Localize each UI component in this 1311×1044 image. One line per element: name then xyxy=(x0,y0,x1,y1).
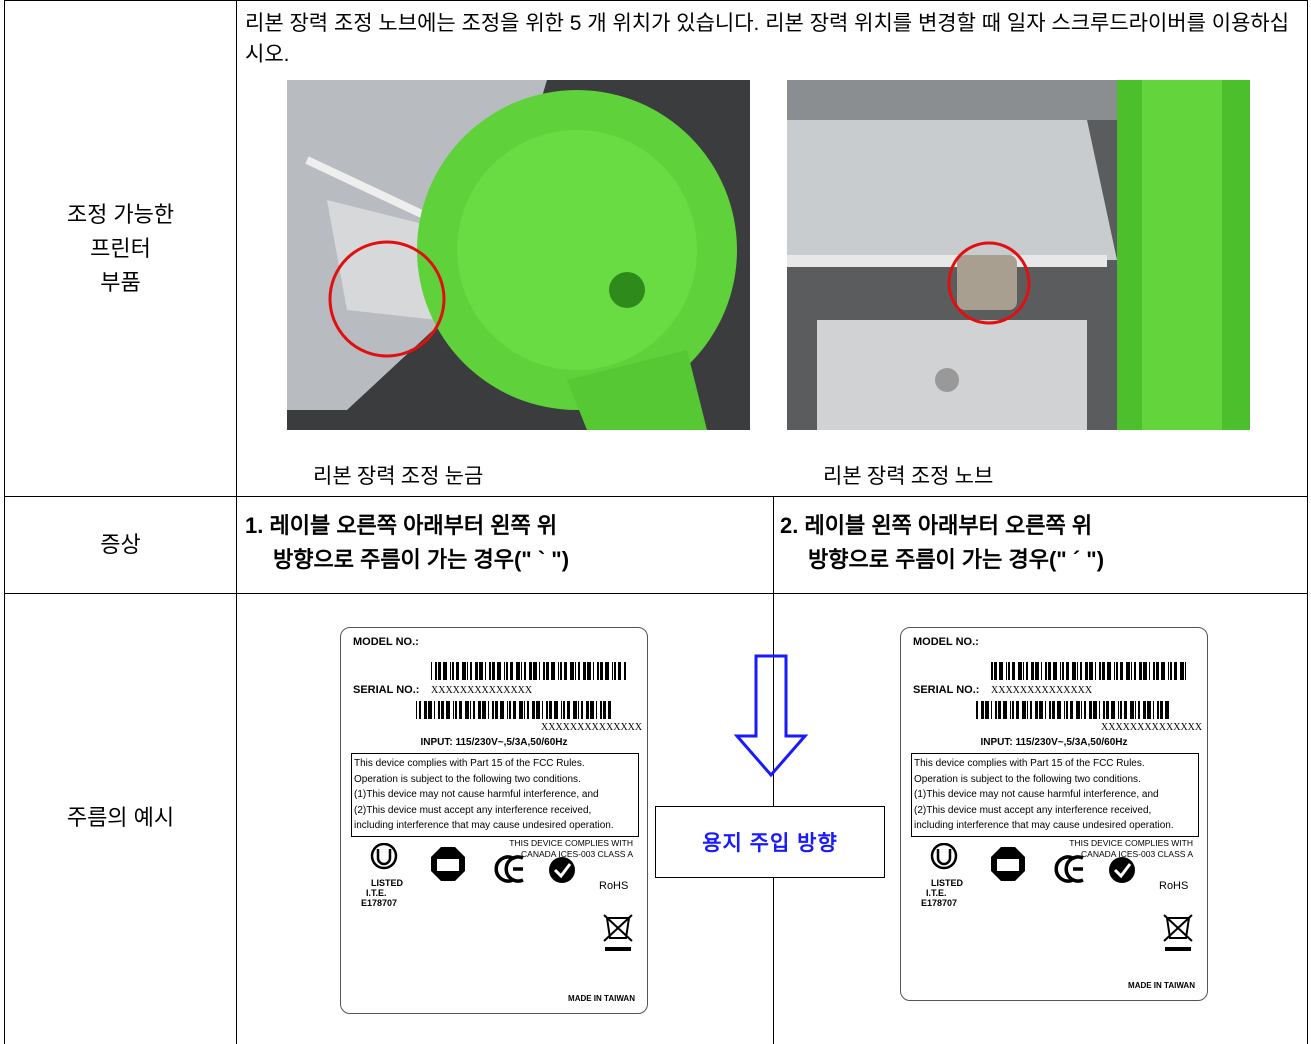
label-text: MODEL NO.: xyxy=(913,636,979,648)
case-text: 레이블 오른쪽 아래부터 왼쪽 위 xyxy=(269,513,558,538)
case-number: 2. xyxy=(780,513,799,538)
barcode xyxy=(991,662,1186,680)
label-text: SERIAL NO.: xyxy=(913,684,980,696)
row-header: 증상 xyxy=(100,532,141,557)
label-text: (2)This device must accept any interfere… xyxy=(354,804,592,816)
label-text: MODEL NO.: xyxy=(353,636,419,648)
label-text: XXXXXXXXXXXXXX xyxy=(431,685,533,696)
border xyxy=(236,0,237,1044)
label-text: (1)This device may not cause harmful int… xyxy=(354,789,599,800)
label-text: XXXXXXXXXXXXXX xyxy=(541,722,643,733)
label-text: (1)This device may not cause harmful int… xyxy=(914,789,1159,800)
label-text: THIS DEVICE COMPLIES WITH xyxy=(509,838,633,848)
border xyxy=(4,496,1307,497)
border xyxy=(4,593,1307,594)
caption: 리본 장력 조정 눈금 xyxy=(313,464,484,488)
label-text: (2)This device must accept any interfere… xyxy=(914,804,1152,816)
label-text: LISTED xyxy=(931,878,964,888)
label-text: CANADA ICES-003 CLASS A xyxy=(1081,849,1193,859)
photo xyxy=(287,80,750,430)
header-line: 조정 가능한 xyxy=(66,202,175,227)
label-text: including interference that may cause un… xyxy=(914,820,1174,831)
label-text: I.T.E. xyxy=(366,888,387,898)
border xyxy=(4,0,5,1044)
fcc-box: This device complies with Part 15 of the… xyxy=(351,753,639,837)
label-text: INPUT: 115/230V~,5/3A,50/60Hz xyxy=(420,737,568,748)
photo xyxy=(787,80,1250,430)
border xyxy=(1307,0,1308,1044)
barcode xyxy=(976,701,1169,719)
description: 리본 장력 조정 노브에는 조정을 위한 5 개 위치가 있습니다. 리본 장력… xyxy=(245,12,1290,66)
caption: 리본 장력 조정 노브 xyxy=(823,464,994,488)
label-text: Operation is subject to the following tw… xyxy=(914,773,1141,785)
label-text: Operation is subject to the following tw… xyxy=(354,773,581,785)
label-text: RoHS xyxy=(599,880,629,892)
label-text: CANADA ICES-003 CLASS A xyxy=(521,849,633,859)
label-sample: MODEL NO.: SERIAL NO.: XXXXXXXXXXXXXX XXXXX… xyxy=(900,627,1208,1001)
fcc-box: This device complies with Part 15 of the… xyxy=(911,753,1199,837)
case-number: 1. xyxy=(245,513,264,538)
header-line: 프린터 xyxy=(90,236,151,261)
label-text: E178707 xyxy=(361,898,398,908)
label-text: INPUT: 115/230V~,5/3A,50/60Hz xyxy=(980,737,1128,748)
label-text: E178707 xyxy=(921,898,958,908)
label-text: I.T.E. xyxy=(926,888,947,898)
case-line: 방향으로 주름이 가는 경우(" ´ ") xyxy=(808,547,1105,572)
border xyxy=(4,0,1307,1)
label-text: including interference that may cause un… xyxy=(354,820,614,831)
header-line: 부품 xyxy=(100,270,141,295)
label-text: This device complies with Part 15 of the… xyxy=(914,758,1145,769)
label-sample: MODEL NO.: SERIAL NO.: XXXXXXXXXXXXXX XXXXX… xyxy=(340,627,648,1014)
label-text: MADE IN TAIWAN xyxy=(1128,981,1195,990)
case-line: 1. 레이블 오른쪽 아래부터 왼쪽 위 xyxy=(245,509,569,543)
arrow xyxy=(734,654,808,778)
case-line: 방향으로 주름이 가는 경우(" ` ") xyxy=(273,547,570,572)
label-text: This device complies with Part 15 of the… xyxy=(354,758,585,769)
direction-box: 용지 주입 방향 xyxy=(655,806,885,878)
label-text: RoHS xyxy=(1159,880,1189,892)
barcode xyxy=(416,701,611,719)
label-text: XXXXXXXXXXXXXX xyxy=(1101,722,1203,733)
barcode xyxy=(431,662,626,680)
case-text: 레이블 왼쪽 아래부터 오른쪽 위 xyxy=(804,513,1093,538)
row-header: 주름의 예시 xyxy=(66,805,175,830)
label-text: THIS DEVICE COMPLIES WITH xyxy=(1069,838,1193,848)
label-text: SERIAL NO.: xyxy=(353,684,420,696)
case-line: 2. 레이블 왼쪽 아래부터 오른쪽 위 xyxy=(780,509,1104,543)
label-text: XXXXXXXXXXXXXX xyxy=(991,685,1093,696)
label-text: LISTED xyxy=(371,878,404,888)
label-text: MADE IN TAIWAN xyxy=(568,994,635,1003)
